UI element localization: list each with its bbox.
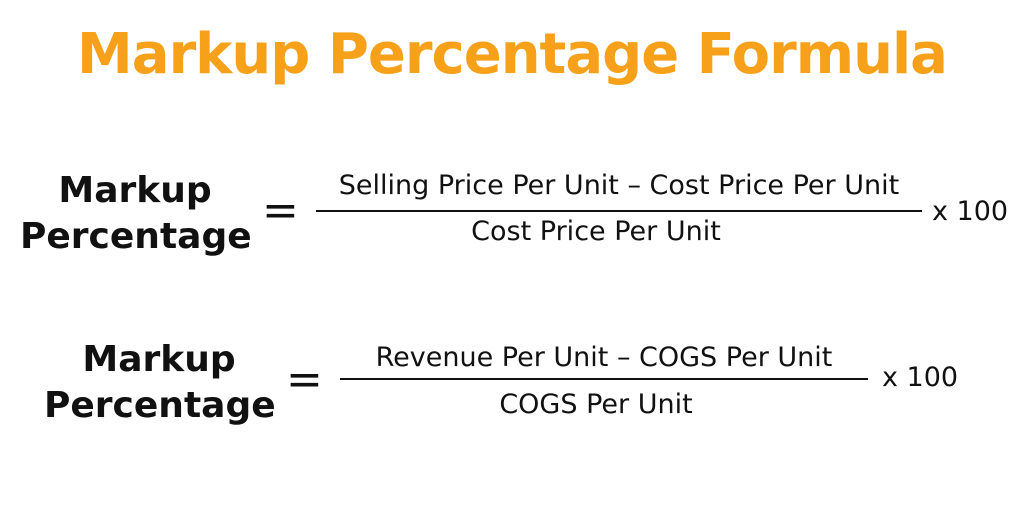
multiplier: x 100 (882, 362, 959, 393)
numerator: Revenue Per Unit – COGS Per Unit (375, 342, 833, 373)
lhs: Markup Percentage (44, 337, 276, 429)
fraction-bar (316, 210, 922, 212)
equals: = (262, 185, 299, 236)
denominator: Cost Price Per Unit (471, 216, 721, 247)
lhs-line: Markup (82, 339, 236, 380)
title: Markup Percentage Formula (77, 22, 948, 87)
numerator: Selling Price Per Unit – Cost Price Per … (338, 170, 900, 201)
lhs-line: Percentage (20, 216, 252, 257)
equals: = (286, 354, 323, 405)
fraction-bar (340, 378, 868, 380)
lhs: Markup Percentage (20, 168, 252, 260)
lhs-line: Markup (58, 170, 212, 211)
multiplier: x 100 (932, 196, 1009, 227)
lhs-line: Percentage (44, 385, 276, 426)
denominator: COGS Per Unit (499, 389, 693, 420)
